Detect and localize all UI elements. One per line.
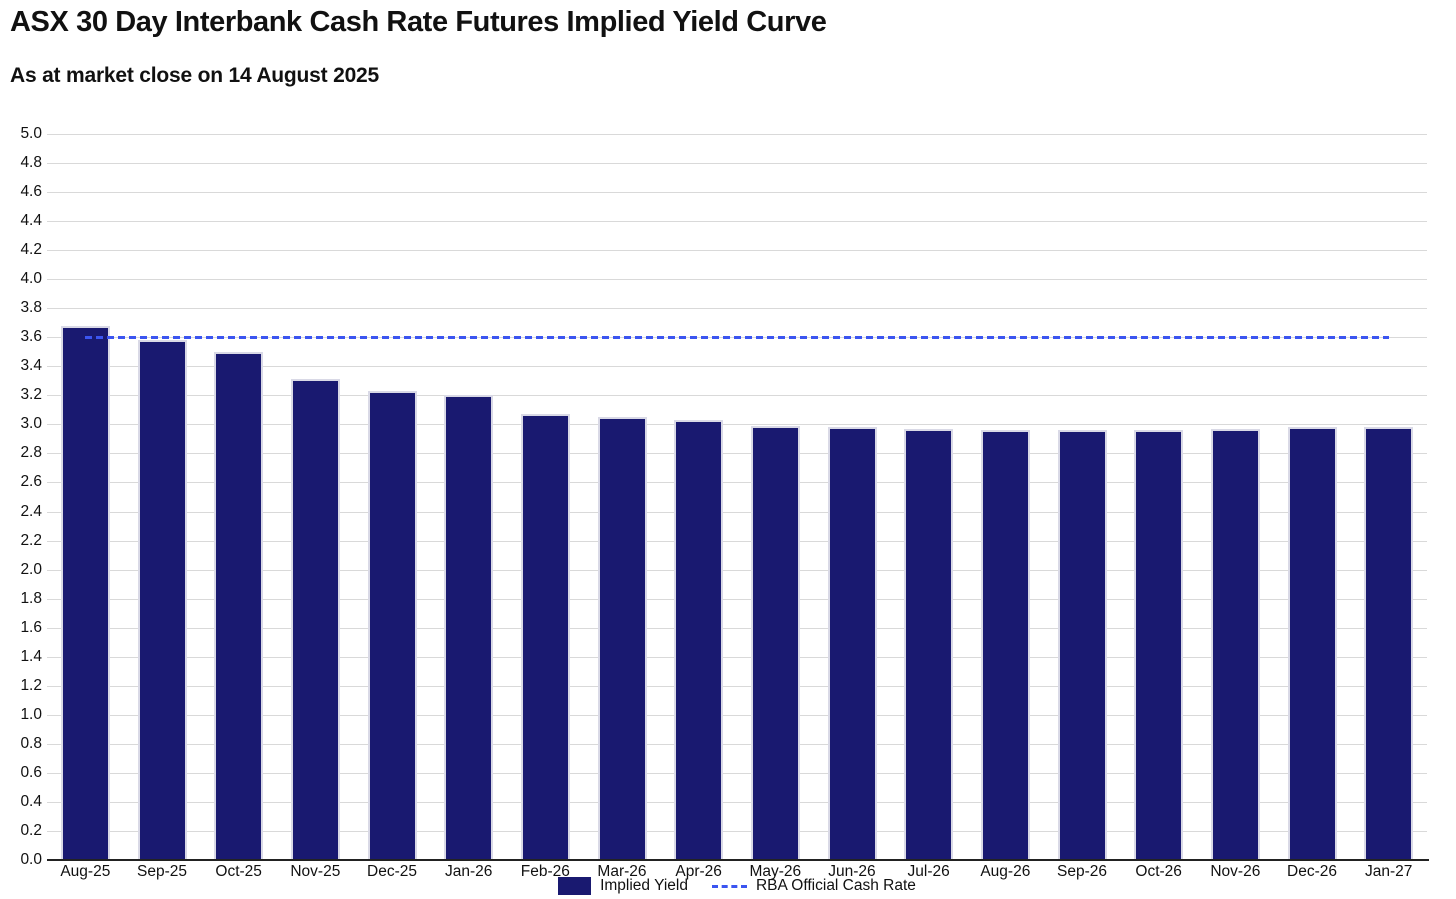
gridline: [47, 540, 1427, 542]
chart-title: ASX 30 Day Interbank Cash Rate Futures I…: [10, 6, 827, 38]
legend-implied-yield-label: Implied Yield: [600, 877, 688, 894]
x-axis-tick-label: Aug-26: [980, 863, 1031, 880]
x-axis-tick-label: Oct-25: [215, 863, 262, 880]
y-axis-tick-label: 0.8: [20, 734, 42, 752]
x-axis-tick-label: Feb-26: [520, 863, 570, 880]
y-axis-tick-label: 4.2: [20, 241, 42, 259]
y-axis-tick-label: 1.8: [20, 589, 42, 607]
implied-yield-bar-Feb-26: [520, 414, 570, 860]
y-axis-tick-label: 2.2: [20, 531, 42, 549]
gridline: [47, 279, 1427, 281]
y-axis-tick-label: 2.8: [20, 444, 42, 462]
x-axis-tick-label: Sep-25: [136, 863, 187, 880]
y-axis-tick-label: 1.0: [20, 705, 42, 723]
implied-yield-bar-Mar-26: [597, 417, 647, 860]
x-axis-tick-label: Nov-25: [290, 863, 341, 880]
y-axis-tick-label: 1.6: [20, 618, 42, 636]
implied-yield-bar-Jun-26: [827, 427, 877, 860]
y-axis-tick-label: 2.6: [20, 473, 42, 491]
gridline: [47, 656, 1427, 658]
implied-yield-bar-Dec-26: [1287, 427, 1337, 860]
gridline: [47, 743, 1427, 745]
y-axis-tick-label: 3.0: [20, 415, 42, 433]
gridline: [47, 482, 1427, 484]
gridline: [47, 598, 1427, 600]
x-axis-tick-label: Aug-25: [60, 863, 111, 880]
gridline: [47, 395, 1427, 397]
gridline: [47, 801, 1427, 803]
gridline: [47, 453, 1427, 455]
legend-item-rba: RBA Official Cash Rate: [711, 877, 916, 895]
implied-yield-bar-Sep-25: [137, 340, 187, 860]
gridline: [47, 685, 1427, 687]
y-axis-tick-label: 0.2: [20, 821, 42, 839]
x-axis-tick-label: Dec-26: [1287, 863, 1337, 880]
implied-yield-bar-Oct-26: [1134, 430, 1184, 860]
implied-yield-bar-Jul-26: [904, 428, 954, 860]
implied-yield-bar-Nov-25: [290, 379, 340, 860]
gridline: [47, 511, 1427, 513]
y-axis-tick-label: 3.4: [20, 357, 42, 375]
implied-yield-bar-Sep-26: [1057, 430, 1107, 860]
legend: Implied Yield RBA Official Cash Rate: [47, 877, 1427, 895]
legend-rba-label: RBA Official Cash Rate: [755, 877, 916, 894]
x-axis-tick-label: May-26: [749, 863, 802, 880]
y-axis-tick-label: 0.6: [20, 763, 42, 781]
y-axis-tick-label: 3.6: [20, 328, 42, 346]
y-axis-tick-label: 1.2: [20, 676, 42, 694]
gridline: [47, 424, 1427, 426]
x-axis-tick-label: Sep-26: [1056, 863, 1107, 880]
gridline: [47, 221, 1427, 223]
x-axis-tick-label: Jan-26: [444, 863, 493, 880]
gridline: [47, 134, 1427, 135]
gridline: [47, 308, 1427, 310]
implied-yield-bar-Oct-25: [214, 351, 264, 860]
implied-yield-bar-Aug-25: [60, 325, 110, 860]
x-axis-tick-label: Dec-25: [367, 863, 417, 880]
y-axis-tick-label: 4.6: [20, 183, 42, 201]
x-axis-tick-label: Oct-26: [1135, 863, 1182, 880]
x-axis-tick-label: Jun-26: [828, 863, 876, 880]
y-axis-tick-label: 3.8: [20, 299, 42, 317]
x-axis-tick-label: Jan-27: [1364, 863, 1413, 880]
y-axis-tick-label: 3.2: [20, 386, 42, 404]
gridline: [47, 772, 1427, 774]
gridline: [47, 569, 1427, 571]
y-axis-tick-label: 2.0: [20, 560, 42, 578]
gridline: [47, 366, 1427, 368]
x-axis-line: [47, 859, 1429, 861]
y-axis-tick-label: 1.4: [20, 647, 42, 665]
x-axis-tick-label: Apr-26: [675, 863, 722, 880]
y-axis-tick-label: 4.0: [20, 270, 42, 288]
implied-yield-swatch-icon: [558, 877, 592, 895]
chart-subtitle: As at market close on 14 August 2025: [10, 64, 380, 87]
gridline: [47, 627, 1427, 629]
gridline: [47, 830, 1427, 832]
gridline: [47, 192, 1427, 194]
rba-dashed-line-icon: [711, 884, 747, 888]
gridline: [47, 250, 1427, 252]
x-axis-tick-label: Mar-26: [597, 863, 647, 880]
gridline: [47, 714, 1427, 716]
y-axis-tick-label: 4.8: [20, 154, 42, 172]
y-axis-tick-label: 2.4: [20, 502, 42, 520]
implied-yield-bar-Aug-26: [980, 430, 1030, 860]
implied-yield-bar-Nov-26: [1210, 428, 1260, 860]
y-axis-tick-label: 4.4: [20, 212, 42, 230]
implied-yield-bar-Jan-26: [444, 395, 494, 860]
implied-yield-bar-May-26: [750, 425, 800, 860]
y-axis-tick-label: 5.0: [20, 125, 42, 142]
y-axis-tick-label: 0.4: [20, 792, 42, 810]
implied-yield-bar-Apr-26: [674, 420, 724, 860]
y-axis-tick-label: 0.0: [20, 851, 42, 868]
legend-item-implied-yield: Implied Yield: [558, 877, 688, 895]
x-axis-tick-label: Nov-26: [1210, 863, 1261, 880]
gridline: [47, 163, 1427, 165]
implied-yield-bar-Dec-25: [367, 391, 417, 860]
rba-cash-rate-line: [85, 336, 1389, 340]
implied-yield-bar-Jan-27: [1364, 427, 1414, 860]
x-axis-tick-label: Jul-26: [907, 863, 950, 880]
